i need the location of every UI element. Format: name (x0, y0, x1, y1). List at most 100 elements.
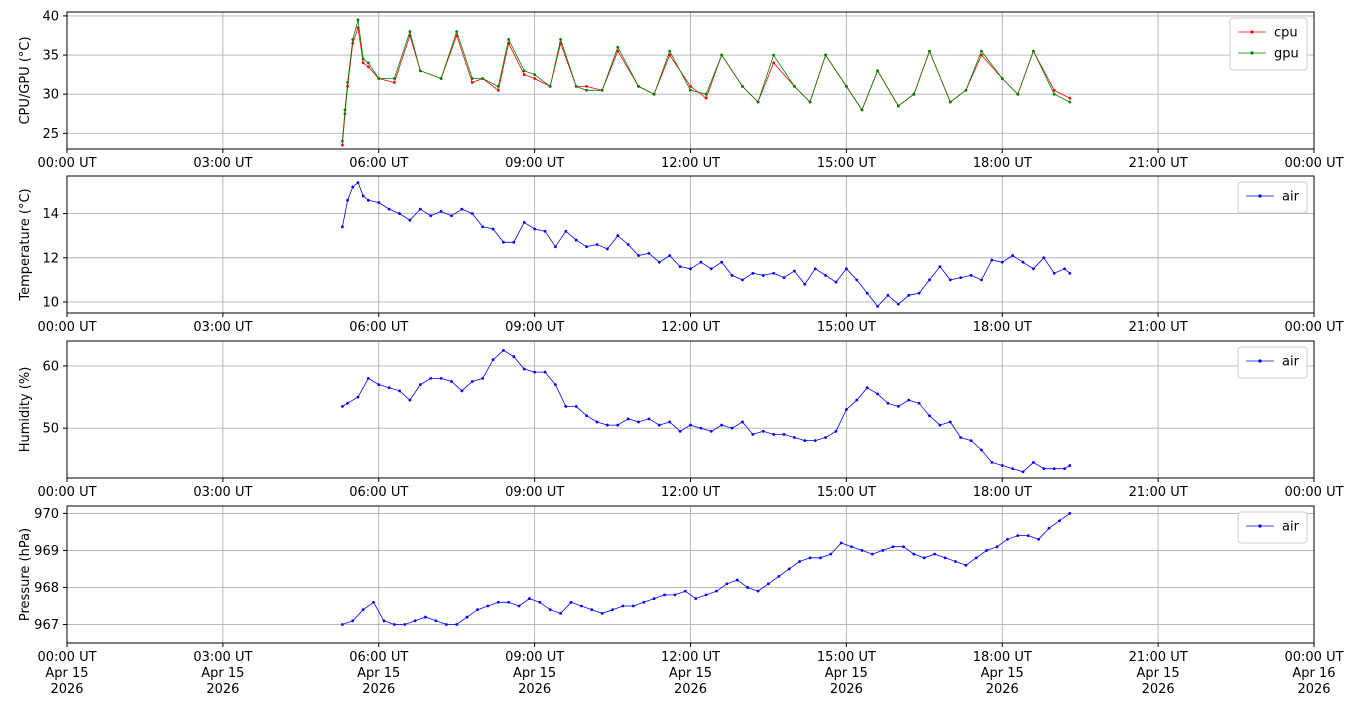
data-point-air (1021, 470, 1025, 474)
data-point-air (735, 578, 739, 582)
data-point-gpu (964, 88, 968, 92)
data-point-air (990, 461, 994, 464)
data-point-gpu (844, 84, 848, 88)
x-tick-label: 18:00 UT (973, 156, 1032, 171)
data-point-air (626, 243, 630, 246)
data-point-air (1011, 254, 1015, 257)
data-point-air (637, 254, 640, 257)
data-point-air (876, 392, 879, 396)
data-point-air (834, 280, 838, 284)
data-point-air (346, 198, 349, 202)
data-point-gpu (559, 38, 563, 41)
data-point-air (481, 225, 485, 229)
data-point-air (1052, 467, 1056, 471)
data-point-air (683, 589, 687, 593)
data-point-air (980, 278, 983, 282)
y-tick-label: 14 (42, 207, 59, 222)
data-point-air (948, 278, 952, 282)
data-point-air (943, 556, 947, 560)
data-point-air (502, 240, 505, 244)
data-point-gpu (616, 45, 620, 49)
data-point-gpu (366, 61, 370, 65)
data-point-air (382, 619, 386, 623)
data-point-air (704, 593, 708, 597)
data-point-gpu (741, 84, 744, 88)
chart-panel-1: 00:00 UT 03:00 UT 06:00 UT 09:00 UT 12:00 UT… (18, 9, 1344, 171)
x-tick-label: 18:00 UT (973, 320, 1032, 335)
data-point-gpu (652, 92, 656, 96)
legend: air (1237, 511, 1308, 544)
data-point-air (860, 549, 864, 552)
data-point-air (366, 198, 370, 202)
x-tick-date-label: Apr 16 (1292, 666, 1335, 681)
plot-frame (66, 11, 1315, 150)
data-point-air (881, 549, 885, 552)
x-tick-label: 15:00 UT (817, 485, 876, 500)
x-tick-label: 21:00 UT (1129, 485, 1188, 500)
legend-box (1237, 181, 1308, 214)
data-point-gpu (756, 100, 760, 104)
data-point-air (933, 552, 937, 556)
x-tick-label: 15:00 UT (817, 156, 876, 171)
series-line-gpu (342, 19, 1070, 142)
data-point-air (517, 604, 521, 608)
data-point-gpu (548, 84, 552, 88)
data-point-air (855, 278, 859, 282)
data-point-air (767, 582, 770, 586)
data-point-cpu (1052, 88, 1056, 92)
plot-frame (66, 175, 1315, 314)
data-point-air (813, 439, 817, 443)
data-point-air (486, 604, 490, 608)
data-point-air (408, 218, 412, 222)
x-tick-label: 00:00 UT (37, 485, 96, 500)
data-point-gpu (522, 69, 526, 73)
data-point-gpu (507, 38, 511, 41)
data-point-air (481, 376, 485, 380)
plot-frame (66, 340, 1315, 479)
data-point-cpu (668, 53, 672, 57)
data-point-air (917, 291, 921, 295)
data-point-gpu (772, 53, 776, 57)
data-point-air (356, 395, 360, 399)
data-point-cpu (366, 65, 370, 69)
data-point-air (590, 608, 594, 612)
data-point-cpu (704, 96, 708, 100)
data-point-air (528, 597, 531, 600)
data-point-air (605, 247, 609, 251)
legend-box (1237, 511, 1308, 544)
x-tick-label: 03:00 UT (193, 485, 252, 500)
data-point-air (741, 278, 744, 282)
data-point-air (990, 258, 994, 262)
data-point-air (720, 260, 724, 264)
data-point-air (460, 389, 464, 393)
data-point-gpu (377, 77, 381, 80)
data-point-air (455, 623, 459, 626)
data-point-air (782, 433, 786, 436)
x-tick-label: 09:00 UT (505, 485, 564, 500)
data-point-gpu (361, 57, 365, 61)
y-tick-label: 60 (42, 359, 59, 374)
x-tick-label: 15:00 UT (817, 320, 876, 335)
data-point-air (642, 600, 646, 604)
x-tick-label: 03:00 UT (193, 650, 252, 665)
legend-marker-air (1258, 524, 1262, 528)
x-tick-date-label: Apr 15 (825, 666, 868, 681)
legend-marker-air (1258, 359, 1262, 363)
data-point-air (964, 563, 968, 567)
data-point-air (476, 608, 479, 612)
x-tick-label: 09:00 UT (505, 156, 564, 171)
data-point-air (340, 404, 344, 408)
data-point-air (709, 267, 713, 271)
data-point-air (548, 608, 552, 612)
data-point-air (543, 229, 547, 233)
data-point-air (439, 209, 443, 213)
x-tick-label: 12:00 UT (661, 485, 720, 500)
data-point-air (1063, 267, 1066, 271)
data-point-air (346, 401, 349, 405)
data-point-gpu (439, 77, 443, 80)
data-point-air (356, 181, 360, 185)
data-point-cpu (980, 53, 983, 57)
x-tick-label: 00:00 UT (37, 320, 96, 335)
data-point-air (1037, 537, 1041, 541)
data-point-air (403, 623, 407, 626)
